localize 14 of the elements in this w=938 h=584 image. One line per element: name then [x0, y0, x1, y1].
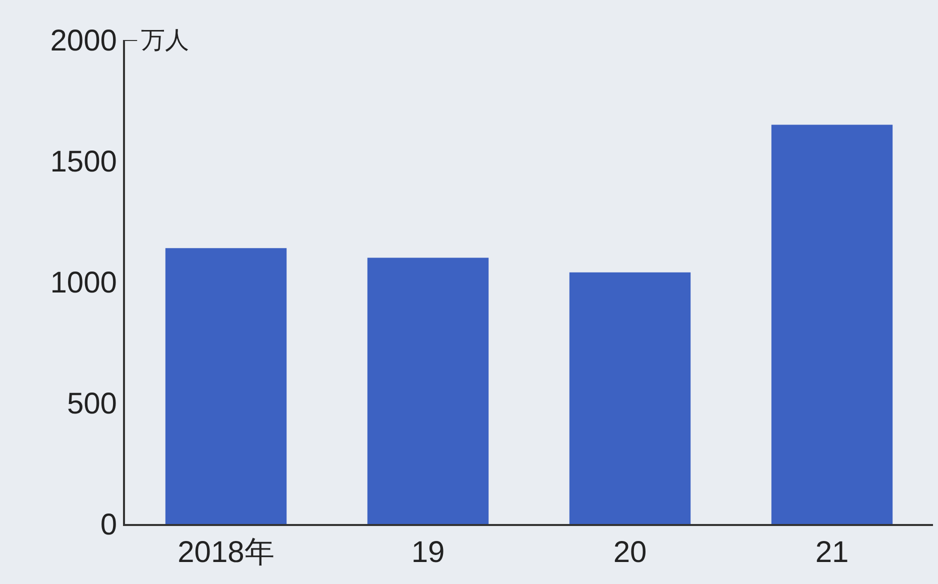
y-tick-label: 500 — [66, 388, 117, 420]
x-tick-label: 2018年 — [178, 536, 274, 569]
bar — [367, 258, 489, 524]
y-tick-label: 0 — [100, 508, 117, 542]
x-tick-label: 20 — [613, 536, 647, 569]
bar — [771, 124, 893, 524]
y-axis-title: 万人 — [141, 27, 189, 54]
y-tick-label: 1500 — [50, 146, 117, 178]
y-tick-label: 1000 — [50, 266, 117, 300]
bar — [569, 272, 691, 524]
x-tick-label: 19 — [411, 536, 445, 569]
bar — [165, 248, 287, 524]
y-tick-label: 2000 — [50, 24, 117, 58]
x-tick-label: 21 — [815, 536, 849, 569]
